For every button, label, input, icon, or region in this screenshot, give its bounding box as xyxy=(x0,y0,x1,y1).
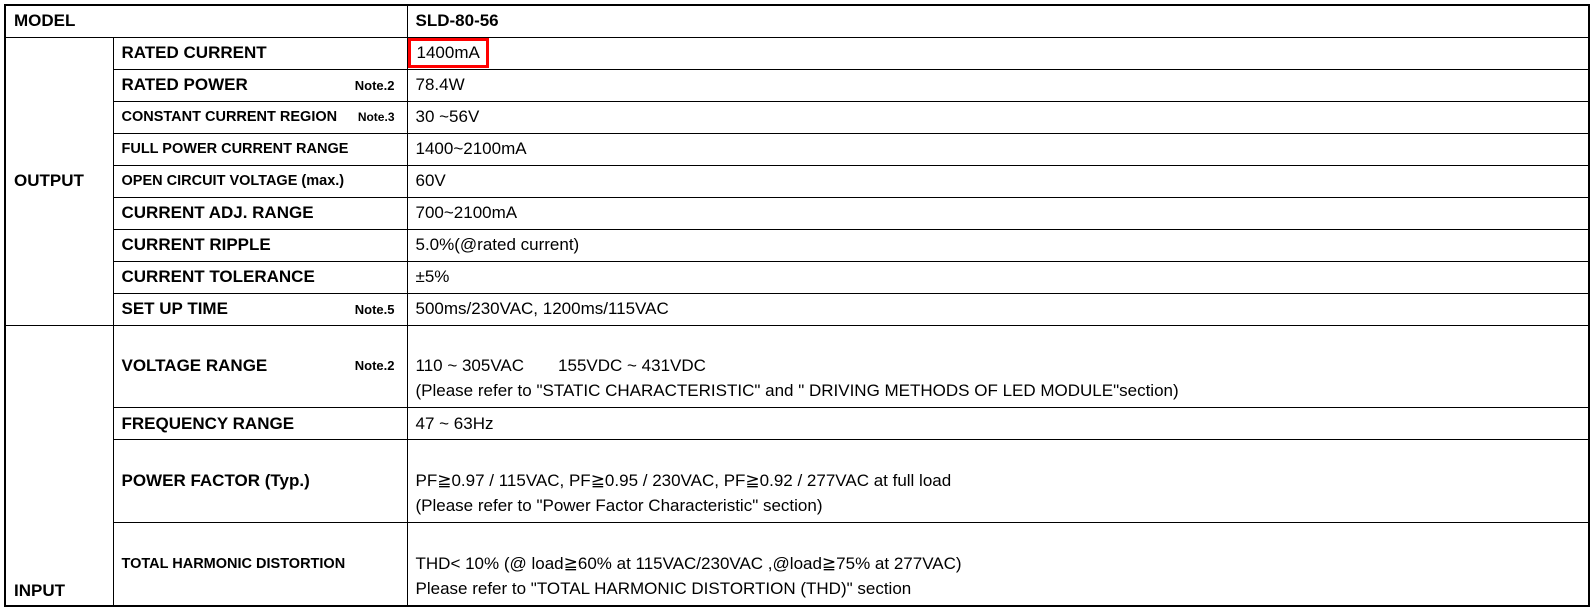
value-text: 60V xyxy=(416,171,446,190)
value-text: 500ms/230VAC, 1200ms/115VAC xyxy=(416,299,669,318)
param-label: CONSTANT CURRENT REGION xyxy=(122,109,338,125)
param-note: Note.5 xyxy=(355,302,395,317)
value-cell: 1400~2100mA xyxy=(407,133,1589,165)
value-cell: 500ms/230VAC, 1200ms/115VAC xyxy=(407,293,1589,325)
model-label-cell: MODEL xyxy=(5,5,407,37)
param-label: POWER FACTOR (Typ.) xyxy=(122,471,310,490)
value-text: 1400mA xyxy=(417,43,480,62)
param-label: SET UP TIME xyxy=(122,299,228,319)
param-cell: CURRENT ADJ. RANGE xyxy=(113,197,407,229)
param-label: TOTAL HARMONIC DISTORTION xyxy=(122,556,346,572)
param-label: CURRENT TOLERANCE xyxy=(122,267,315,286)
table-row: CURRENT RIPPLE 5.0%(@rated current) xyxy=(5,229,1589,261)
value-cell: 78.4W xyxy=(407,69,1589,101)
param-label: FULL POWER CURRENT RANGE xyxy=(122,141,349,157)
group-label: OUTPUT xyxy=(14,171,84,190)
param-cell: CURRENT TOLERANCE xyxy=(113,261,407,293)
table-row: OUTPUT RATED CURRENT 1400mA xyxy=(5,37,1589,69)
param-note: Note.2 xyxy=(355,78,395,93)
group-label: INPUT xyxy=(14,581,65,600)
value-text: 78.4W xyxy=(416,75,465,94)
param-label: CURRENT ADJ. RANGE xyxy=(122,203,314,222)
value-text: 1400~2100mA xyxy=(416,139,527,158)
value-cell: 30 ~56V xyxy=(407,101,1589,133)
table-row: FULL POWER CURRENT RANGE 1400~2100mA xyxy=(5,133,1589,165)
param-label: OPEN CIRCUIT VOLTAGE (max.) xyxy=(122,173,345,189)
param-label: RATED POWER xyxy=(122,75,248,95)
model-label: MODEL xyxy=(14,11,75,30)
param-note: Note.3 xyxy=(358,110,395,124)
param-cell: OPEN CIRCUIT VOLTAGE (max.) xyxy=(113,165,407,197)
table-row: CURRENT ADJ. RANGE 700~2100mA xyxy=(5,197,1589,229)
table-row: TOTAL HARMONIC DISTORTION THD< 10% (@ lo… xyxy=(5,523,1589,606)
param-cell: VOLTAGE RANGE Note.2 xyxy=(113,325,407,408)
value-cell: 700~2100mA xyxy=(407,197,1589,229)
param-label: CURRENT RIPPLE xyxy=(122,235,271,254)
table-row: FREQUENCY RANGE 47 ~ 63Hz xyxy=(5,408,1589,440)
value-cell: 1400mA xyxy=(407,37,1589,69)
value-text: ±5% xyxy=(416,267,450,286)
param-label: FREQUENCY RANGE xyxy=(122,414,295,433)
table-row: POWER FACTOR (Typ.) PF≧0.97 / 115VAC, PF… xyxy=(5,440,1589,523)
param-note: Note.2 xyxy=(355,357,395,376)
value-cell: PF≧0.97 / 115VAC, PF≧0.95 / 230VAC, PF≧0… xyxy=(407,440,1589,523)
value-text: 47 ~ 63Hz xyxy=(416,414,494,433)
table-row: INPUT VOLTAGE RANGE Note.2 110 ~ 305VAC … xyxy=(5,325,1589,408)
value-cell: 110 ~ 305VAC 155VDC ~ 431VDC (Please ref… xyxy=(407,325,1589,408)
table-row: CONSTANT CURRENT REGION Note.3 30 ~56V xyxy=(5,101,1589,133)
table-row: SET UP TIME Note.5 500ms/230VAC, 1200ms/… xyxy=(5,293,1589,325)
model-value: SLD-80-56 xyxy=(416,11,499,30)
value-cell: THD< 10% (@ load≧60% at 115VAC/230VAC ,@… xyxy=(407,523,1589,606)
group-input-label: INPUT xyxy=(5,325,113,606)
spec-table: MODEL SLD-80-56 OUTPUT RATED CURRENT 140… xyxy=(4,4,1590,607)
param-cell: FULL POWER CURRENT RANGE xyxy=(113,133,407,165)
value-text: THD< 10% (@ load≧60% at 115VAC/230VAC ,@… xyxy=(416,554,962,598)
param-cell: FREQUENCY RANGE xyxy=(113,408,407,440)
param-cell: RATED POWER Note.2 xyxy=(113,69,407,101)
param-cell: CONSTANT CURRENT REGION Note.3 xyxy=(113,101,407,133)
param-label: RATED CURRENT xyxy=(122,43,267,63)
value-text: 110 ~ 305VAC 155VDC ~ 431VDC (Please ref… xyxy=(416,356,1179,400)
group-output-label: OUTPUT xyxy=(5,37,113,325)
model-value-cell: SLD-80-56 xyxy=(407,5,1589,37)
value-cell: 60V xyxy=(407,165,1589,197)
value-text: 700~2100mA xyxy=(416,203,518,222)
model-row: MODEL SLD-80-56 xyxy=(5,5,1589,37)
param-cell: CURRENT RIPPLE xyxy=(113,229,407,261)
param-label: VOLTAGE RANGE xyxy=(122,354,268,379)
value-text: 5.0%(@rated current) xyxy=(416,235,580,254)
param-cell: POWER FACTOR (Typ.) xyxy=(113,440,407,523)
table-row: CURRENT TOLERANCE ±5% xyxy=(5,261,1589,293)
value-text: PF≧0.97 / 115VAC, PF≧0.95 / 230VAC, PF≧0… xyxy=(416,471,952,515)
table-row: OPEN CIRCUIT VOLTAGE (max.) 60V xyxy=(5,165,1589,197)
value-cell: ±5% xyxy=(407,261,1589,293)
value-text: 30 ~56V xyxy=(416,107,480,126)
value-cell: 47 ~ 63Hz xyxy=(407,408,1589,440)
value-cell: 5.0%(@rated current) xyxy=(407,229,1589,261)
table-row: RATED POWER Note.2 78.4W xyxy=(5,69,1589,101)
param-cell: RATED CURRENT xyxy=(113,37,407,69)
param-cell: TOTAL HARMONIC DISTORTION xyxy=(113,523,407,606)
highlighted-value: 1400mA xyxy=(408,38,489,68)
param-cell: SET UP TIME Note.5 xyxy=(113,293,407,325)
